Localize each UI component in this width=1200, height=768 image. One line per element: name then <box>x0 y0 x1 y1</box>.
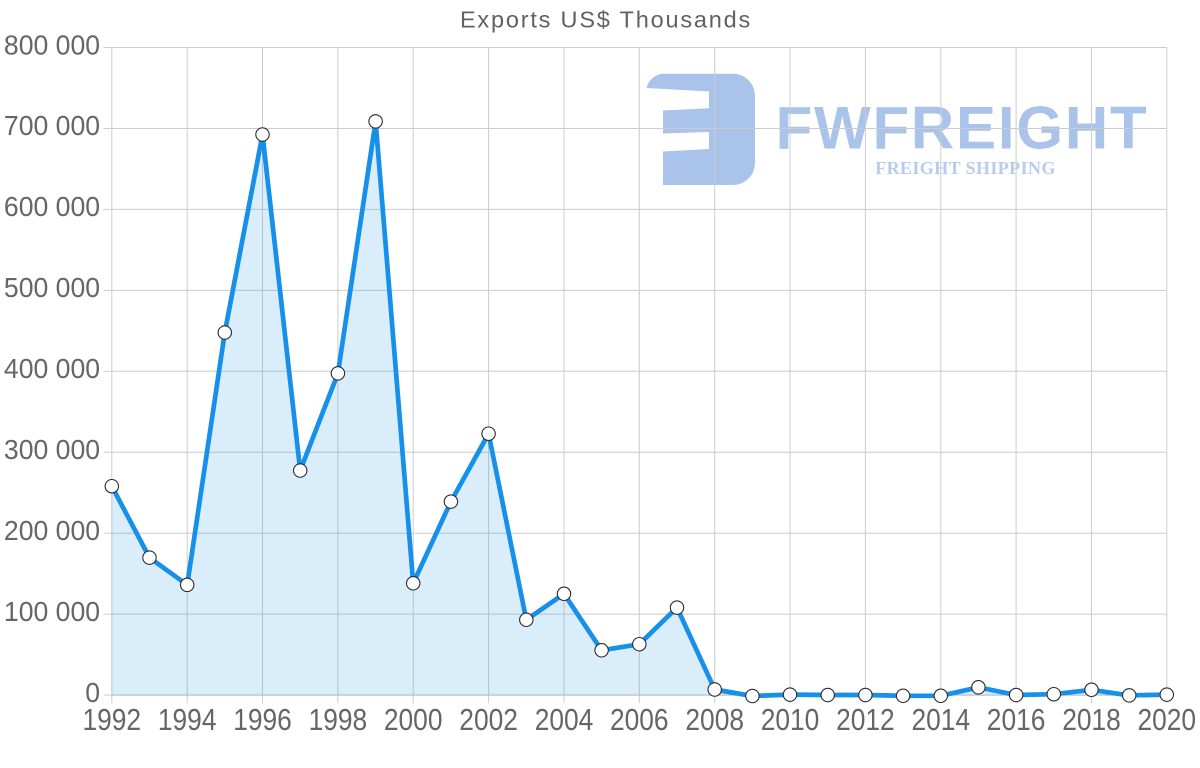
svg-text:700 000: 700 000 <box>4 110 100 142</box>
svg-text:2000: 2000 <box>384 703 443 737</box>
svg-text:2002: 2002 <box>459 703 518 737</box>
svg-text:2012: 2012 <box>836 703 895 737</box>
svg-text:2010: 2010 <box>761 703 820 737</box>
svg-text:600 000: 600 000 <box>4 191 100 223</box>
svg-text:FREIGHT SHIPPING: FREIGHT SHIPPING <box>875 158 1056 178</box>
svg-text:800 000: 800 000 <box>4 29 100 61</box>
svg-text:100 000: 100 000 <box>4 595 100 627</box>
svg-text:2018: 2018 <box>1062 703 1121 737</box>
svg-text:300 000: 300 000 <box>4 433 100 465</box>
svg-text:2004: 2004 <box>535 703 594 737</box>
svg-text:0: 0 <box>85 676 100 708</box>
svg-text:2014: 2014 <box>912 703 971 737</box>
svg-text:Exports US$ Thousands: Exports US$ Thousands <box>460 7 752 33</box>
svg-text:500 000: 500 000 <box>4 272 100 304</box>
svg-text:1994: 1994 <box>158 703 217 737</box>
svg-text:2006: 2006 <box>610 703 669 737</box>
svg-text:1992: 1992 <box>83 703 142 737</box>
svg-text:2020: 2020 <box>1138 703 1197 737</box>
svg-text:200 000: 200 000 <box>4 514 100 546</box>
svg-text:1998: 1998 <box>309 703 368 737</box>
svg-text:400 000: 400 000 <box>4 352 100 384</box>
svg-text:2016: 2016 <box>987 703 1046 737</box>
svg-text:1996: 1996 <box>233 703 292 737</box>
svg-text:2008: 2008 <box>685 703 744 737</box>
